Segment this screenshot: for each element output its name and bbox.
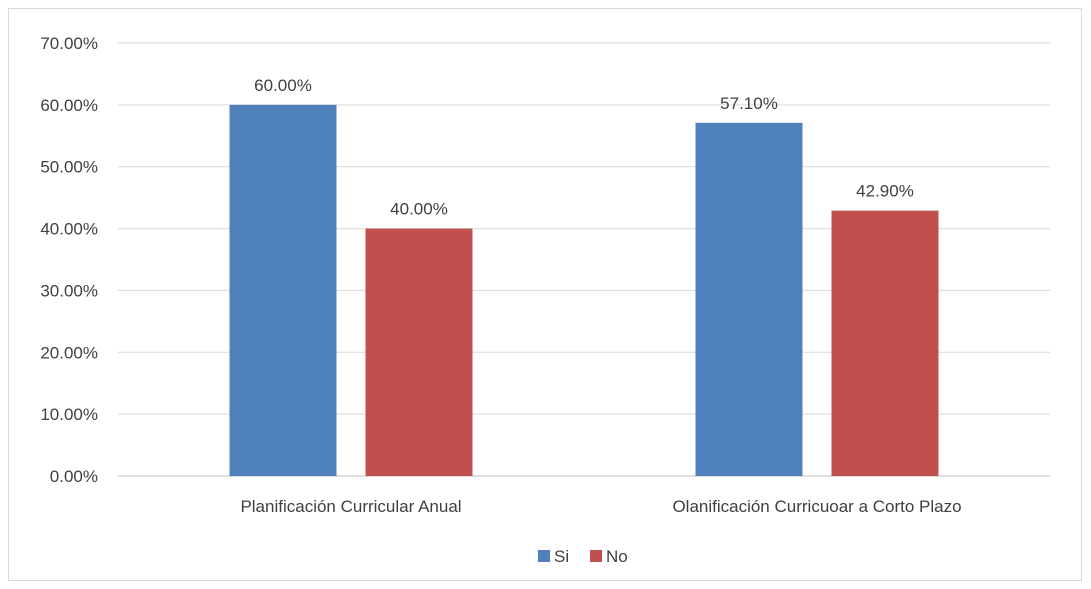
bars: [229, 104, 939, 476]
y-tick-label: 10.00%: [40, 405, 98, 424]
legend-label-si: Si: [554, 547, 569, 566]
bar-si-0: [229, 104, 337, 476]
y-tick-label: 30.00%: [40, 281, 98, 300]
legend: Si No: [538, 547, 628, 566]
data-label: 57.10%: [720, 94, 778, 113]
bar-si-1: [695, 122, 803, 476]
data-label: 42.90%: [856, 182, 914, 201]
y-tick-label: 20.00%: [40, 343, 98, 362]
y-tick-label: 50.00%: [40, 158, 98, 177]
y-tick-label: 40.00%: [40, 220, 98, 239]
data-label: 40.00%: [390, 200, 448, 219]
legend-label-no: No: [606, 547, 628, 566]
legend-swatch-si: [538, 550, 550, 562]
y-axis-ticks: 0.00% 10.00% 20.00% 30.00% 40.00% 50.00% 60.00…: [40, 34, 98, 486]
y-tick-label: 0.00%: [50, 467, 98, 486]
x-axis-categories: Planificación Curricular Anual Olanificac…: [240, 497, 961, 516]
bar-no-0: [365, 228, 473, 476]
data-label: 60.00%: [254, 76, 312, 95]
data-labels: 60.00% 40.00% 57.10% 42.90%: [254, 76, 914, 219]
y-tick-label: 70.00%: [40, 34, 98, 53]
bar-no-1: [831, 210, 939, 476]
legend-swatch-no: [590, 550, 602, 562]
x-category-label: Olanificación Curricuoar a Corto Plazo: [672, 497, 961, 516]
x-category-label: Planificación Curricular Anual: [240, 497, 461, 516]
y-tick-label: 60.00%: [40, 96, 98, 115]
